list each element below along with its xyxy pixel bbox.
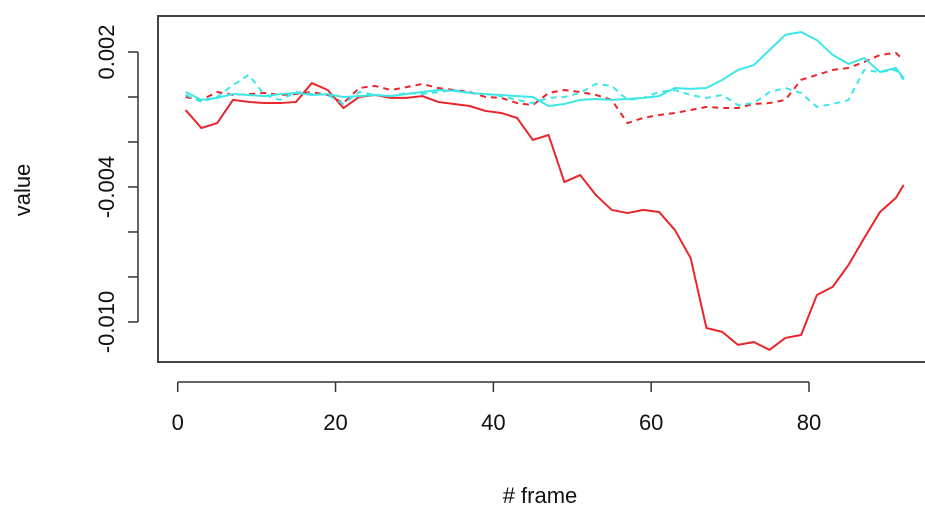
x-tick-label: 20 — [323, 410, 347, 435]
x-axis-label: # frame — [503, 483, 578, 508]
series-line — [184, 82, 905, 351]
y-axis-label: value — [10, 164, 35, 217]
y-tick-label: 0.002 — [94, 24, 119, 79]
series-line — [185, 51, 905, 125]
x-tick-label: 0 — [172, 410, 184, 435]
series-line — [185, 30, 905, 107]
series-line — [185, 68, 905, 108]
y-tick-label: -0.004 — [94, 156, 119, 218]
x-tick-label: 40 — [481, 410, 505, 435]
x-tick-label: 60 — [639, 410, 663, 435]
plot-frame — [157, 15, 925, 363]
y-tick-label: -0.010 — [94, 291, 119, 353]
x-tick-label: 80 — [797, 410, 821, 435]
